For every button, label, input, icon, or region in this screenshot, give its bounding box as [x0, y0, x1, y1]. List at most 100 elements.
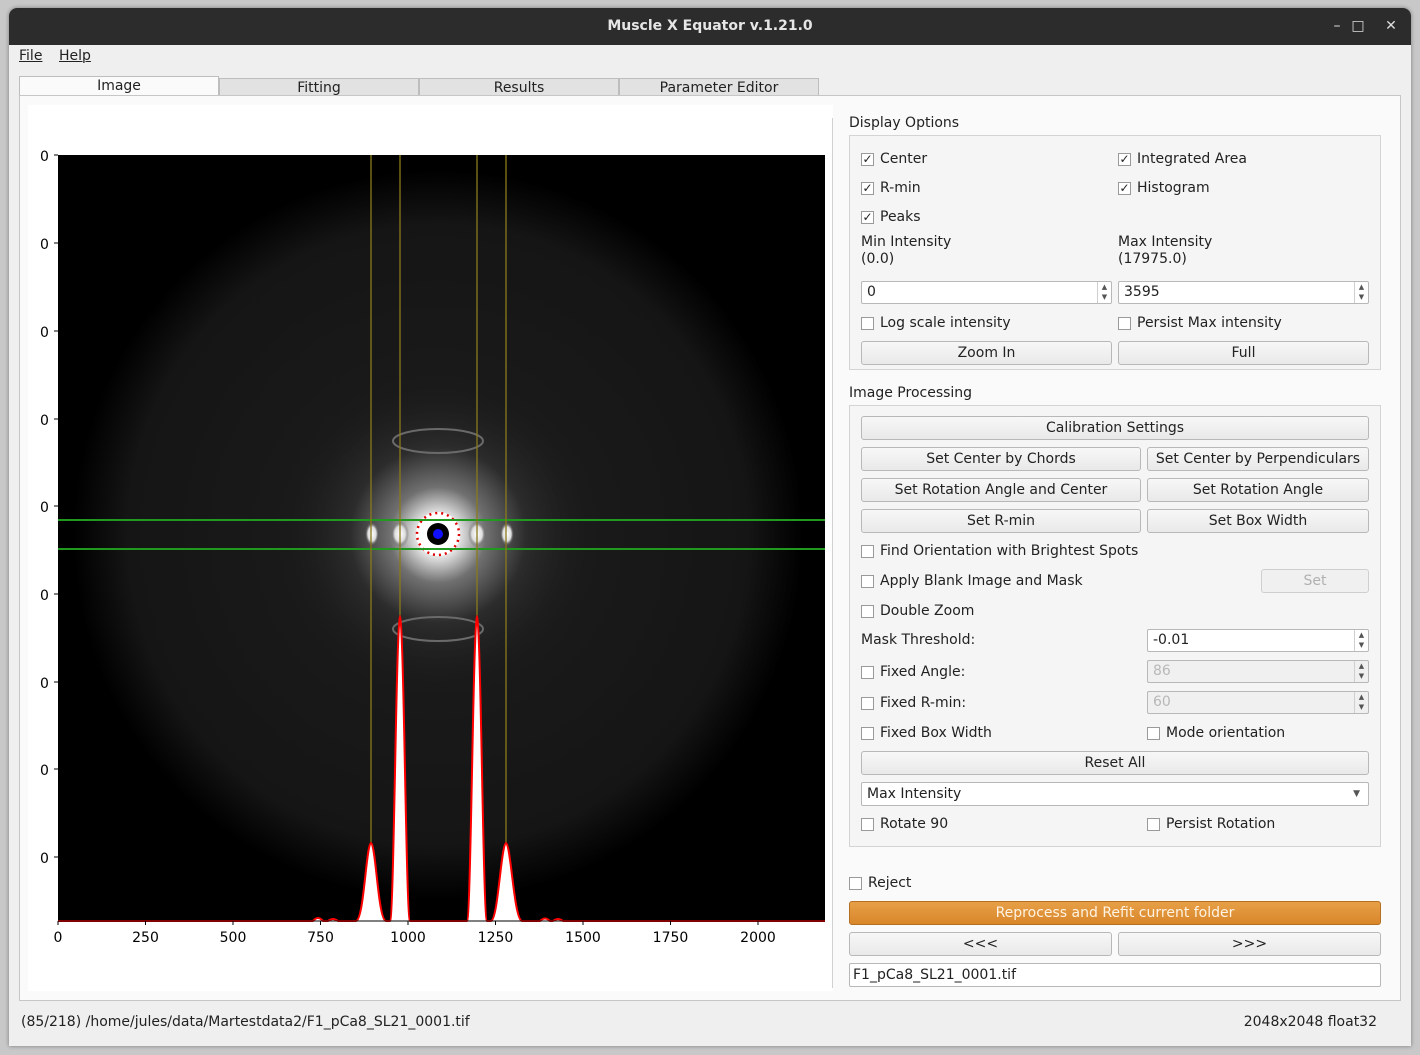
tab-image[interactable]: Image	[19, 76, 219, 98]
reflection-spot	[365, 522, 379, 546]
panel-separator	[832, 118, 833, 988]
spin-arrows-icon[interactable]: ▲ ▼	[1097, 282, 1111, 303]
x-tick-label: 750	[307, 930, 334, 946]
checkbox-box	[1147, 817, 1160, 831]
set-rotation-angle-center-button[interactable]: Set Rotation Angle and Center	[861, 478, 1141, 502]
spin-arrows-icon[interactable]: ▲ ▼	[1354, 661, 1368, 682]
menu-bar: File Help	[9, 45, 1411, 69]
check-icon: ✓	[1118, 180, 1131, 195]
apply-blank-checkbox[interactable]: Apply Blank Image and Mask	[861, 572, 1083, 590]
set-rotation-angle-button[interactable]: Set Rotation Angle	[1147, 478, 1369, 502]
histogram-checkbox[interactable]: ✓ Histogram	[1118, 179, 1210, 197]
checkbox-box	[861, 574, 874, 588]
y-tick-label: 0	[40, 149, 49, 165]
rotate90-checkbox[interactable]: Rotate 90	[861, 815, 948, 833]
checkbox-box	[849, 876, 862, 890]
mask-threshold-label: Mask Threshold:	[861, 632, 976, 648]
fixed-angle-value: 86	[1153, 663, 1171, 679]
fixed-rmin-spinbox[interactable]: 60 ▲ ▼	[1147, 691, 1369, 714]
window-title: Muscle X Equator v.1.21.0	[607, 18, 813, 34]
find-orientation-checkbox[interactable]: Find Orientation with Brightest Spots	[861, 542, 1138, 560]
fixed-rmin-checkbox[interactable]: Fixed R-min:	[861, 694, 966, 712]
min-intensity-spinbox[interactable]: 0 ▲ ▼	[861, 281, 1112, 304]
y-tick-label: 0	[40, 237, 49, 253]
spin-arrows-icon[interactable]: ▲ ▼	[1354, 692, 1368, 713]
double-zoom-label: Double Zoom	[880, 603, 975, 619]
checkbox-box	[861, 817, 874, 831]
log-scale-checkbox[interactable]: Log scale intensity	[861, 314, 1011, 332]
fixed-angle-checkbox[interactable]: Fixed Angle:	[861, 663, 965, 681]
set-center-perpendiculars-button[interactable]: Set Center by Perpendiculars	[1147, 447, 1369, 471]
y-tick-label: 0	[40, 676, 49, 692]
reprocess-folder-button[interactable]: Reprocess and Refit current folder	[849, 901, 1381, 925]
reject-checkbox[interactable]: Reject	[849, 874, 911, 892]
status-path: (85/218) /home/jules/data/Martestdata2/F…	[21, 1014, 470, 1030]
max-intensity-range: (17975.0)	[1118, 251, 1187, 267]
spin-arrows-icon[interactable]: ▲ ▼	[1354, 630, 1368, 651]
find-orientation-label: Find Orientation with Brightest Spots	[880, 543, 1139, 559]
intensity-mode-select[interactable]: Max Intensity ▼	[861, 782, 1369, 806]
mask-threshold-spinbox[interactable]: -0.01 ▲ ▼	[1147, 629, 1369, 652]
rmin-checkbox[interactable]: ✓ R-min	[861, 179, 921, 197]
integrated-area-checkbox[interactable]: ✓ Integrated Area	[1118, 150, 1247, 168]
calibration-settings-button[interactable]: Calibration Settings	[861, 416, 1369, 440]
persist-rotation-label: Persist Rotation	[1166, 816, 1276, 832]
reject-label: Reject	[868, 875, 912, 891]
x-axis: 0 250 500 750 1000 1250 1500 1750 2000	[54, 921, 776, 946]
set-center-chords-button[interactable]: Set Center by Chords	[861, 447, 1141, 471]
next-button[interactable]: >>>	[1118, 932, 1381, 956]
center-marker-icon	[433, 529, 443, 539]
status-image-info: 2048x2048 float32	[1243, 1014, 1377, 1030]
persist-rotation-checkbox[interactable]: Persist Rotation	[1147, 815, 1275, 833]
fixed-angle-spinbox[interactable]: 86 ▲ ▼	[1147, 660, 1369, 683]
x-tick-label: 500	[220, 930, 247, 946]
checkbox-box	[1147, 726, 1160, 740]
reset-all-button[interactable]: Reset All	[861, 751, 1369, 775]
mode-orientation-checkbox[interactable]: Mode orientation	[1147, 724, 1285, 742]
min-intensity-range: (0.0)	[861, 251, 895, 267]
zoom-in-button[interactable]: Zoom In	[861, 341, 1112, 365]
checkbox-box	[1118, 316, 1131, 330]
full-button[interactable]: Full	[1118, 341, 1369, 365]
x-tick-label: 1750	[653, 930, 689, 946]
tab-parameter-editor[interactable]: Parameter Editor	[619, 78, 819, 97]
previous-button[interactable]: <<<	[849, 932, 1112, 956]
checkbox-box	[861, 316, 874, 330]
fixed-rmin-value: 60	[1153, 694, 1171, 710]
peaks-label: Peaks	[880, 209, 921, 225]
menu-file[interactable]: File	[19, 48, 43, 64]
set-box-width-button[interactable]: Set Box Width	[1147, 509, 1369, 533]
filename-field[interactable]: F1_pCa8_SL21_0001.tif	[849, 963, 1381, 987]
display-options-title: Display Options	[849, 115, 960, 131]
persist-max-label: Persist Max intensity	[1137, 315, 1282, 331]
close-icon[interactable]: ✕	[1385, 18, 1397, 34]
menu-help[interactable]: Help	[59, 48, 91, 64]
center-checkbox[interactable]: ✓ Center	[861, 150, 927, 168]
peaks-checkbox[interactable]: ✓ Peaks	[861, 208, 921, 226]
y-tick-label: 0	[40, 325, 49, 341]
tab-results[interactable]: Results	[419, 78, 619, 97]
minimize-icon[interactable]: –	[1333, 18, 1341, 34]
tab-fitting[interactable]: Fitting	[219, 78, 419, 97]
fixed-box-width-checkbox[interactable]: Fixed Box Width	[861, 724, 992, 742]
x-tick-label: 0	[54, 930, 63, 946]
image-plot[interactable]: 0 0 0 0 0 0 0 0 0 0	[28, 105, 833, 991]
diffraction-image[interactable]: 0 0 0 0 0 0 0 0 0 0	[28, 105, 833, 991]
max-intensity-spinbox[interactable]: 3595 ▲ ▼	[1118, 281, 1369, 304]
set-blank-button[interactable]: Set	[1261, 569, 1369, 593]
max-intensity-label: Max Intensity	[1118, 234, 1213, 250]
log-scale-label: Log scale intensity	[880, 315, 1011, 331]
histogram-label: Histogram	[1137, 180, 1210, 196]
y-tick-label: 0	[40, 413, 49, 429]
maximize-icon[interactable]: □	[1351, 18, 1365, 34]
double-zoom-checkbox[interactable]: Double Zoom	[861, 602, 974, 620]
arc-bottom	[392, 616, 484, 642]
status-bar: (85/218) /home/jules/data/Martestdata2/F…	[9, 1008, 1411, 1038]
image-processing-title: Image Processing	[849, 385, 973, 401]
x-tick-label: 1000	[390, 930, 426, 946]
y-tick-label: 0	[40, 763, 49, 779]
persist-max-checkbox[interactable]: Persist Max intensity	[1118, 314, 1282, 332]
set-rmin-button[interactable]: Set R-min	[861, 509, 1141, 533]
spin-arrows-icon[interactable]: ▲ ▼	[1354, 282, 1368, 303]
fixed-angle-label: Fixed Angle:	[880, 664, 966, 680]
